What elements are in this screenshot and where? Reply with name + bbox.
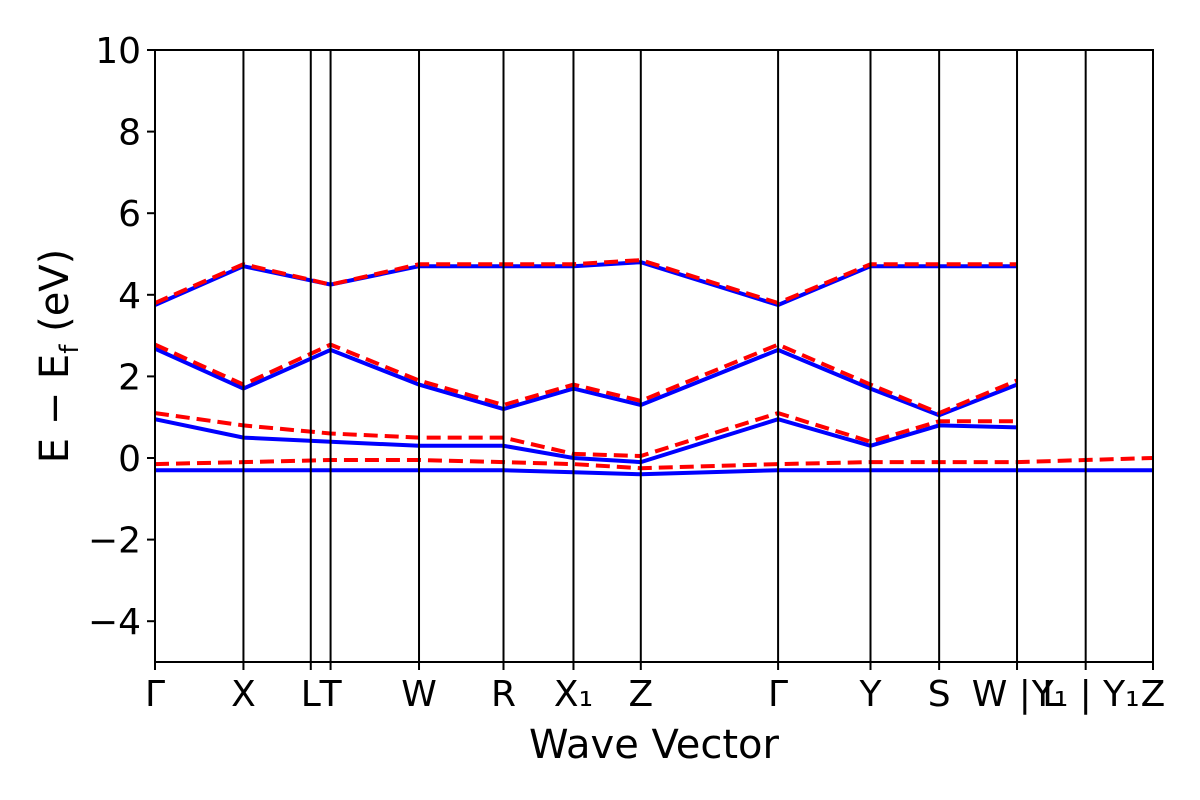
x-tick-label: S	[928, 674, 951, 715]
band-lines	[155, 258, 1153, 477]
dashed-band-line	[155, 411, 1017, 459]
plot-frame	[154, 49, 1154, 663]
x-axis: Γ X LT W R X₁ Z Γ Y S W | LY₁ | Y₁ Z	[145, 662, 1165, 715]
x-tick-label: Y₁ | Y₁	[1031, 674, 1140, 715]
x-tick-label: W	[401, 674, 437, 715]
solid-band-line	[155, 346, 1018, 418]
x-tick-label: Y	[858, 674, 882, 715]
x-tick-label: X	[231, 674, 256, 715]
kpoint-divider-lines	[242, 50, 1087, 662]
x-axis-title: Wave Vector	[529, 722, 780, 768]
x-tick-label: Γ	[145, 674, 165, 715]
y-tick-label: −2	[88, 521, 141, 562]
y-axis: −4 −2 0 2 4 6 8 10	[88, 31, 155, 643]
x-tick-label: X₁	[554, 674, 593, 715]
y-tick-label: 8	[118, 113, 141, 154]
y-tick-label: −4	[88, 602, 141, 643]
y-tick-label: 2	[118, 357, 141, 398]
x-tick-label: Z	[628, 674, 653, 715]
solid-band-line	[155, 468, 1153, 477]
y-tick-label: 0	[118, 439, 141, 480]
x-tick-label: Z	[1141, 674, 1166, 715]
x-tick-label: T	[319, 674, 343, 715]
x-tick-label: Γ	[768, 674, 788, 715]
y-tick-label: 6	[118, 194, 141, 235]
solid-band-line	[155, 260, 1017, 308]
x-tick-label: R	[491, 674, 516, 715]
x-tick-label: L	[301, 674, 321, 715]
y-axis-title: E − Ef (eV)	[32, 249, 85, 464]
dashed-band-line	[155, 342, 1018, 416]
y-tick-label: 10	[95, 31, 141, 72]
y-tick-label: 4	[118, 276, 141, 317]
solid-band-line	[155, 417, 1018, 465]
x-tick-label: W | L	[972, 674, 1063, 715]
